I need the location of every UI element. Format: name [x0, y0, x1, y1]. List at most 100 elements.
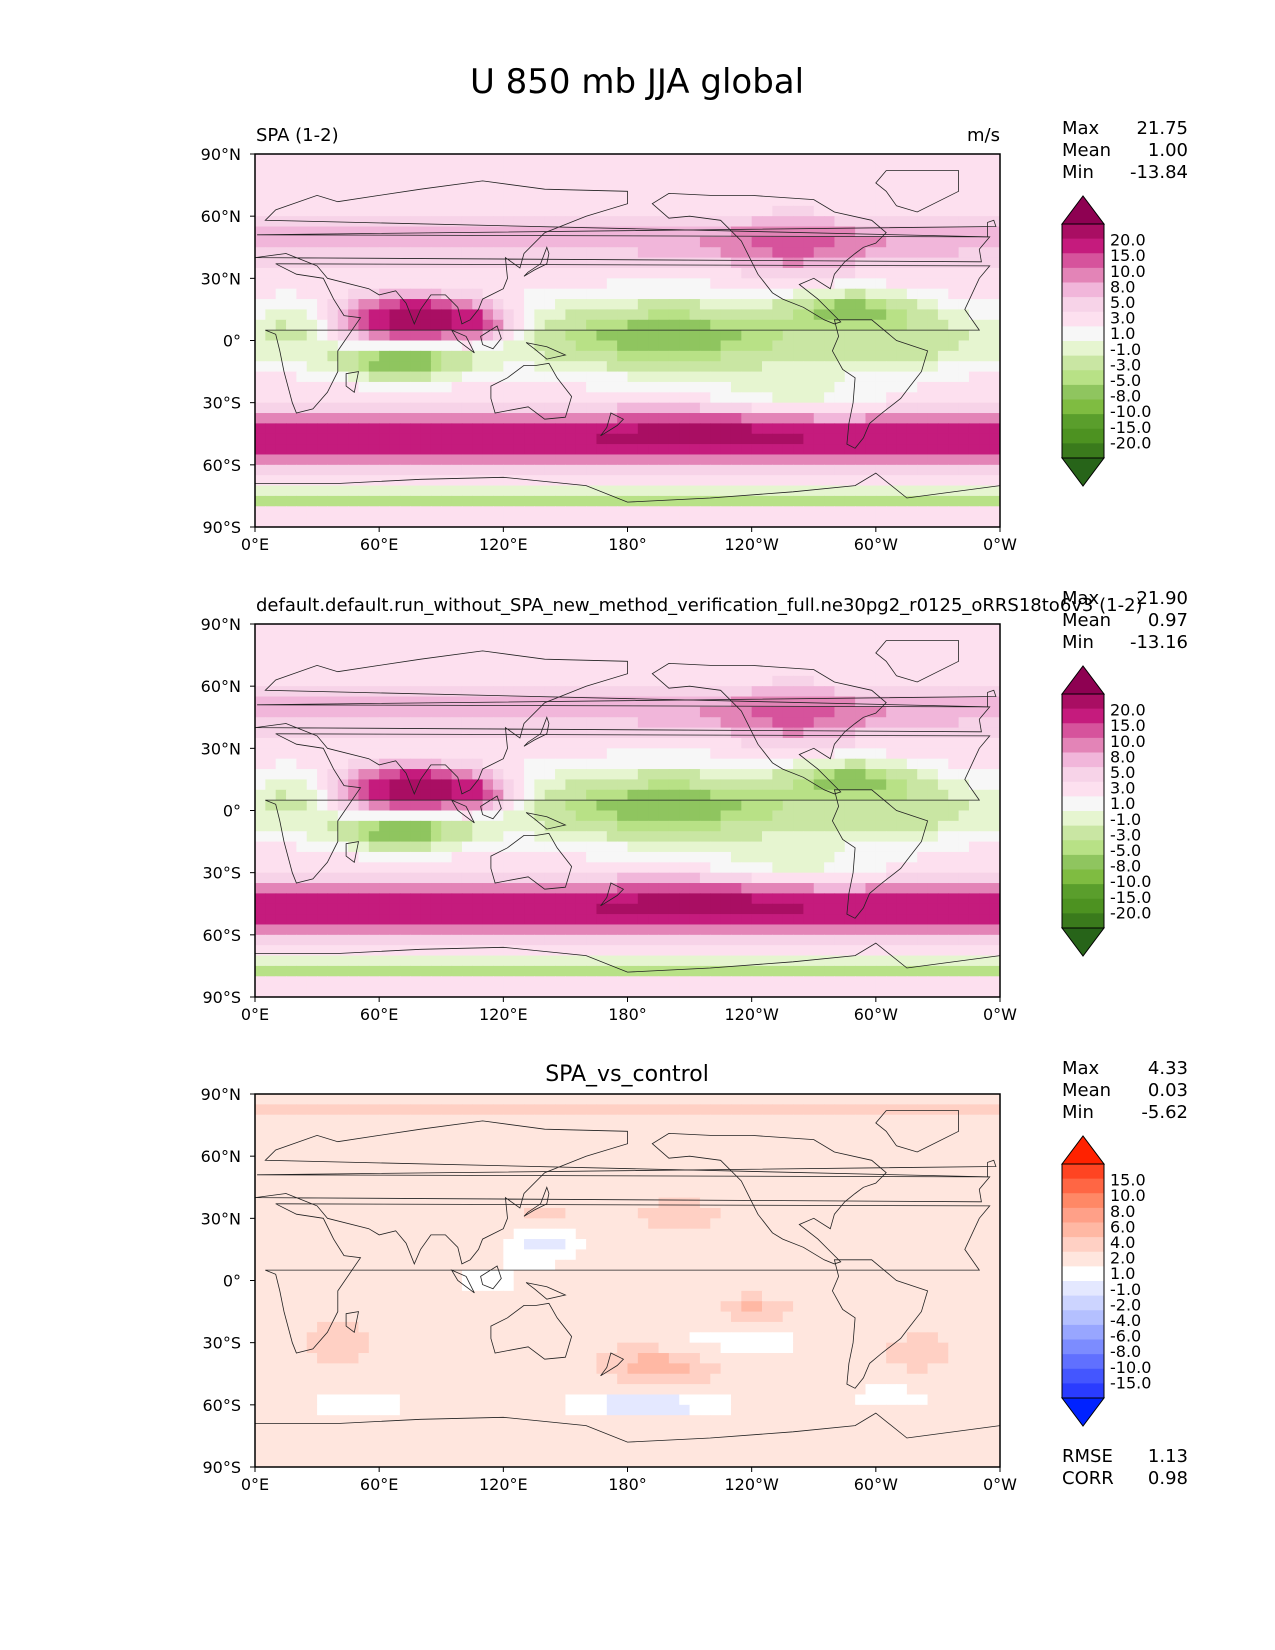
field-cell — [772, 247, 784, 259]
colorbar-label: -15.0 — [1110, 418, 1151, 437]
field-cell — [596, 433, 608, 445]
field-cell — [948, 267, 960, 279]
field-cell — [896, 758, 908, 770]
field-cell — [751, 226, 763, 238]
field-cell — [410, 727, 422, 739]
field-cell — [989, 769, 1000, 781]
field-cell — [834, 433, 846, 445]
field-cell — [906, 706, 918, 718]
field-cell — [720, 205, 732, 217]
field-cell — [596, 516, 608, 527]
field-cell — [948, 154, 960, 165]
field-cell — [368, 205, 380, 217]
field-cell — [917, 506, 929, 518]
field-cell — [896, 696, 908, 708]
field-cell — [606, 516, 618, 527]
field-cell — [979, 624, 991, 635]
field-cell — [617, 330, 629, 342]
field-cell — [689, 444, 701, 456]
field-cell — [679, 924, 691, 936]
field-cell — [689, 851, 701, 863]
field-cell — [782, 665, 794, 677]
field-cell — [720, 903, 732, 915]
field-cell — [565, 413, 577, 424]
field-cell — [906, 800, 918, 812]
field-cell — [368, 444, 380, 456]
field-cell — [917, 205, 929, 217]
field-cell — [772, 914, 784, 926]
field-cell — [741, 185, 753, 197]
field-cell — [255, 174, 266, 186]
field-cell — [327, 226, 339, 238]
field-cell — [710, 361, 722, 373]
field-cell — [699, 475, 711, 487]
field-cell — [586, 820, 598, 832]
field-cell — [782, 893, 794, 905]
field-cell — [824, 164, 836, 176]
field-cell — [927, 872, 939, 884]
field-cell — [275, 737, 287, 749]
field-cell — [979, 361, 991, 373]
field-cell — [834, 789, 846, 801]
field-cell — [813, 655, 825, 667]
field-cell — [865, 288, 877, 300]
field-cell — [668, 769, 680, 781]
field-cell — [824, 392, 836, 404]
field-cell — [586, 934, 598, 946]
field-cell — [699, 841, 711, 853]
field-cell — [762, 831, 773, 843]
field-cell — [772, 340, 784, 352]
field-cell — [410, 686, 422, 698]
field-cell — [451, 185, 463, 197]
field-cell — [741, 350, 753, 362]
field-cell — [855, 862, 867, 874]
field-cell — [906, 655, 918, 667]
field-cell — [658, 903, 670, 915]
field-cell — [503, 883, 515, 894]
field-cell — [627, 464, 639, 476]
field-cell — [420, 402, 432, 414]
colorbar-swatch — [1062, 282, 1104, 298]
field-cell — [865, 675, 877, 687]
field-cell — [855, 495, 867, 507]
field-cell — [451, 392, 463, 404]
field-cell — [327, 350, 339, 362]
field-cell — [286, 872, 297, 884]
field-cell — [720, 862, 732, 874]
field-cell — [337, 226, 349, 238]
field-cell — [730, 717, 742, 729]
field-cell — [906, 820, 918, 832]
field-cell — [441, 319, 453, 331]
field-cell — [782, 236, 794, 248]
field-cell — [337, 174, 349, 186]
field-cell — [286, 665, 297, 677]
field-cell — [824, 883, 836, 894]
field-cell — [679, 516, 691, 527]
field-cell — [255, 675, 266, 687]
field-cell — [844, 737, 856, 749]
field-cell — [451, 737, 463, 749]
field-cell — [275, 717, 287, 729]
field-cell — [524, 392, 535, 404]
field-cell — [503, 361, 515, 373]
field-cell — [689, 506, 701, 518]
field-cell — [855, 820, 867, 832]
field-cell — [648, 288, 660, 300]
field-cell — [575, 903, 587, 915]
field-cell — [948, 779, 960, 791]
field-cell — [937, 444, 949, 456]
field-cell — [565, 340, 577, 352]
field-cell — [679, 644, 691, 656]
colorbar-extend-bottom — [1061, 457, 1105, 487]
field-cell — [855, 934, 867, 946]
field-cell — [793, 236, 805, 248]
field-cell — [886, 945, 898, 957]
field-cell — [513, 789, 525, 801]
field-cell — [720, 319, 732, 331]
field-cell — [741, 779, 753, 791]
field-cell — [751, 862, 763, 874]
field-cell — [306, 893, 318, 905]
field-cell — [544, 392, 556, 404]
field-cell — [803, 851, 815, 863]
field-cell — [813, 779, 825, 791]
